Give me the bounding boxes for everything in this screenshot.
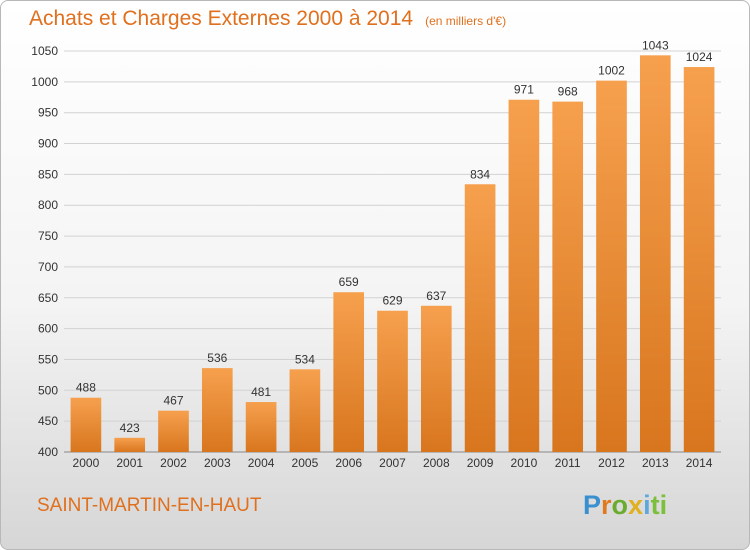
bar-2012 — [596, 80, 627, 452]
y-tick-label: 950 — [38, 106, 58, 120]
x-tick-label: 2008 — [423, 456, 450, 470]
data-label: 971 — [514, 83, 534, 97]
bar-2003 — [201, 368, 233, 452]
logo-letter-5: i — [643, 490, 651, 520]
y-tick-label: 550 — [38, 352, 58, 366]
bar-2004 — [245, 402, 277, 452]
x-tick-label: 2013 — [642, 456, 669, 470]
bar-2006 — [333, 292, 365, 452]
bars: 488 423 467 536 481 534 659 629 637 834 971 968 1002… — [70, 38, 715, 453]
logo-letter-3: o — [611, 490, 629, 520]
chart-title: Achats et Charges Externes 2000 à 2014 (e… — [29, 7, 506, 31]
data-label: 1002 — [598, 64, 625, 78]
x-tick-label: 2006 — [335, 456, 362, 470]
y-tick-label: 500 — [38, 383, 58, 397]
bar-2002 — [158, 410, 189, 452]
y-tick-label: 800 — [38, 198, 58, 212]
x-tick-label: 2001 — [116, 456, 143, 470]
logo-letter-4: x — [628, 490, 644, 520]
data-label: 536 — [207, 351, 227, 365]
x-tick-label: 2005 — [292, 456, 319, 470]
x-axis: 2000 2001 2002 2003 2004 2005 2006 2007 2008 2009… — [73, 456, 713, 470]
data-label: 423 — [120, 421, 140, 435]
y-tick-label: 450 — [38, 414, 58, 428]
bar-2005 — [289, 369, 321, 452]
data-label: 1043 — [642, 38, 669, 52]
y-tick-label: 850 — [38, 167, 58, 181]
y-tick-label: 1000 — [31, 75, 58, 89]
x-tick-label: 2009 — [467, 456, 494, 470]
y-tick-label: 600 — [38, 322, 58, 336]
x-tick-label: 2011 — [555, 456, 581, 470]
data-label: 834 — [470, 167, 490, 181]
x-tick-label: 2003 — [204, 456, 231, 470]
proxiti-logo[interactable]: Proxiti — [583, 490, 667, 521]
data-label: 467 — [163, 394, 183, 408]
y-tick-label: 400 — [38, 445, 58, 459]
y-tick-label: 750 — [38, 229, 58, 243]
x-tick-label: 2002 — [160, 456, 187, 470]
logo-letter-1: P — [583, 490, 602, 520]
data-label: 481 — [251, 385, 271, 399]
bar-2013 — [639, 55, 671, 453]
location-name: SAINT-MARTIN-EN-HAUT — [37, 495, 262, 516]
chart-subtitle: (en milliers d'€) — [425, 14, 507, 28]
x-tick-label: 2014 — [686, 456, 713, 470]
data-label: 629 — [382, 294, 402, 308]
y-tick-label: 900 — [38, 137, 58, 151]
data-label: 637 — [426, 289, 446, 303]
bar-2010 — [508, 99, 540, 452]
bar-2001 — [114, 437, 146, 452]
y-tick-label: 700 — [38, 260, 58, 274]
data-label: 534 — [295, 352, 315, 366]
x-tick-label: 2004 — [248, 456, 275, 470]
y-tick-label: 1050 — [31, 44, 58, 58]
x-tick-label: 2000 — [73, 456, 100, 470]
data-label: 488 — [76, 381, 96, 395]
bar-2014 — [683, 67, 715, 452]
bar-2009 — [464, 184, 496, 453]
bar-2007 — [377, 310, 408, 452]
logo-letter-6: ti — [650, 490, 668, 520]
x-tick-label: 2012 — [598, 456, 625, 470]
x-tick-label: 2010 — [511, 456, 538, 470]
data-label: 659 — [339, 275, 359, 289]
bar-2000 — [70, 397, 102, 452]
logo-letter-2: r — [601, 490, 612, 520]
x-tick-label: 2007 — [379, 456, 406, 470]
chart-title-text: Achats et Charges Externes 2000 à 2014 — [29, 7, 414, 30]
data-label: 1024 — [686, 50, 713, 64]
bar-2011 — [552, 101, 584, 452]
bar-2008 — [420, 305, 452, 452]
data-label: 968 — [558, 85, 578, 99]
y-tick-label: 650 — [38, 291, 58, 305]
